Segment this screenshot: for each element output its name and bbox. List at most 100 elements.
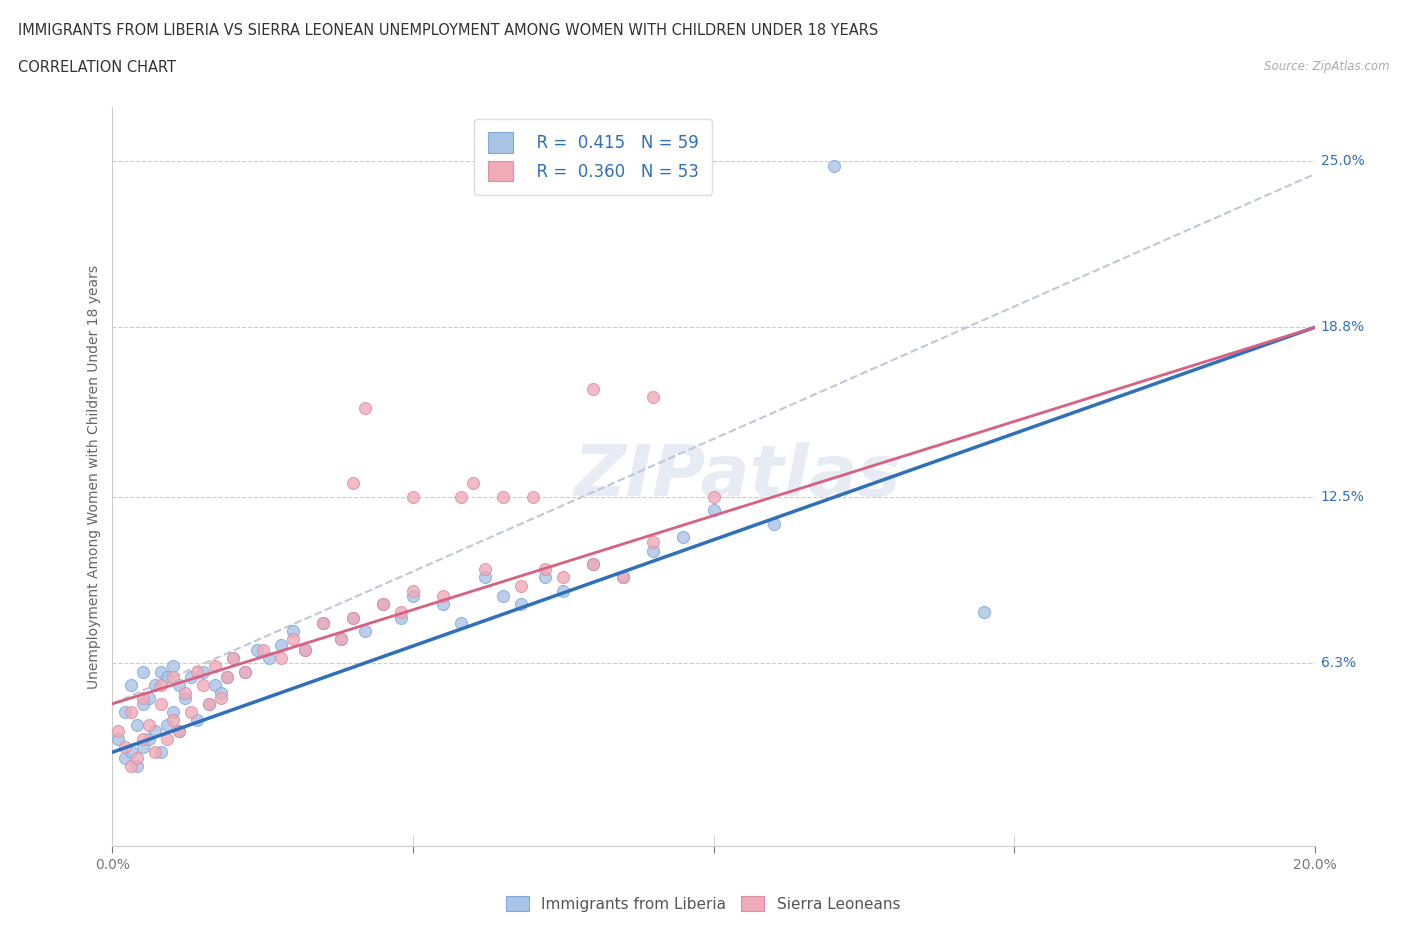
Point — [432, 589, 454, 604]
Point — [342, 476, 364, 491]
Point — [107, 731, 129, 746]
Point — [510, 597, 533, 612]
Point — [155, 731, 177, 746]
Point — [762, 516, 785, 531]
Point — [461, 476, 484, 491]
Point — [149, 697, 172, 711]
Point — [125, 751, 148, 765]
Point — [120, 745, 142, 760]
Y-axis label: Unemployment Among Women with Children Under 18 years: Unemployment Among Women with Children U… — [87, 265, 101, 688]
Point — [209, 691, 232, 706]
Point — [162, 712, 184, 727]
Text: 6.3%: 6.3% — [1320, 657, 1355, 671]
Text: ZIPatlas: ZIPatlas — [574, 442, 901, 512]
Point — [162, 670, 184, 684]
Point — [371, 597, 394, 612]
Point — [107, 724, 129, 738]
Point — [672, 530, 695, 545]
Text: 18.8%: 18.8% — [1320, 321, 1365, 335]
Point — [149, 678, 172, 693]
Point — [215, 670, 238, 684]
Point — [246, 643, 269, 658]
Point — [155, 718, 177, 733]
Point — [191, 678, 214, 693]
Point — [270, 637, 292, 652]
Point — [612, 570, 634, 585]
Point — [167, 724, 190, 738]
Point — [167, 678, 190, 693]
Point — [702, 503, 725, 518]
Point — [222, 651, 245, 666]
Text: CORRELATION CHART: CORRELATION CHART — [18, 60, 176, 75]
Point — [131, 691, 153, 706]
Point — [131, 739, 153, 754]
Point — [534, 570, 557, 585]
Point — [162, 658, 184, 673]
Point — [120, 704, 142, 719]
Point — [257, 651, 280, 666]
Point — [294, 643, 316, 658]
Point — [522, 489, 544, 504]
Point — [354, 624, 377, 639]
Point — [643, 390, 665, 405]
Point — [155, 670, 177, 684]
Point — [114, 739, 136, 754]
Point — [120, 758, 142, 773]
Point — [162, 704, 184, 719]
Point — [329, 631, 352, 646]
Point — [582, 556, 605, 571]
Text: 25.0%: 25.0% — [1320, 153, 1364, 167]
Point — [143, 745, 166, 760]
Point — [143, 724, 166, 738]
Legend:   R =  0.415   N = 59,   R =  0.360   N = 53: R = 0.415 N = 59, R = 0.360 N = 53 — [474, 119, 713, 194]
Point — [402, 583, 425, 598]
Point — [197, 697, 219, 711]
Point — [402, 489, 425, 504]
Point — [450, 616, 472, 631]
Point — [138, 691, 160, 706]
Point — [131, 697, 153, 711]
Point — [186, 664, 208, 679]
Point — [197, 697, 219, 711]
Point — [402, 589, 425, 604]
Point — [643, 535, 665, 550]
Point — [702, 489, 725, 504]
Point — [204, 678, 226, 693]
Point — [180, 670, 202, 684]
Point — [186, 712, 208, 727]
Point — [125, 758, 148, 773]
Point — [371, 597, 394, 612]
Point — [492, 489, 515, 504]
Point — [131, 664, 153, 679]
Point — [233, 664, 256, 679]
Point — [114, 751, 136, 765]
Point — [180, 704, 202, 719]
Point — [973, 604, 995, 619]
Point — [114, 704, 136, 719]
Point — [553, 583, 575, 598]
Point — [643, 543, 665, 558]
Point — [389, 604, 412, 619]
Point — [389, 610, 412, 625]
Point — [342, 610, 364, 625]
Point — [191, 664, 214, 679]
Point — [534, 562, 557, 577]
Point — [312, 616, 335, 631]
Point — [270, 651, 292, 666]
Point — [173, 691, 195, 706]
Point — [294, 643, 316, 658]
Point — [553, 570, 575, 585]
Text: 12.5%: 12.5% — [1320, 490, 1364, 504]
Point — [138, 718, 160, 733]
Point — [450, 489, 472, 504]
Point — [252, 643, 274, 658]
Point — [120, 678, 142, 693]
Legend: Immigrants from Liberia, Sierra Leoneans: Immigrants from Liberia, Sierra Leoneans — [501, 889, 905, 918]
Point — [432, 597, 454, 612]
Point — [215, 670, 238, 684]
Point — [474, 562, 496, 577]
Text: Source: ZipAtlas.com: Source: ZipAtlas.com — [1264, 60, 1389, 73]
Point — [143, 678, 166, 693]
Point — [281, 624, 304, 639]
Point — [138, 731, 160, 746]
